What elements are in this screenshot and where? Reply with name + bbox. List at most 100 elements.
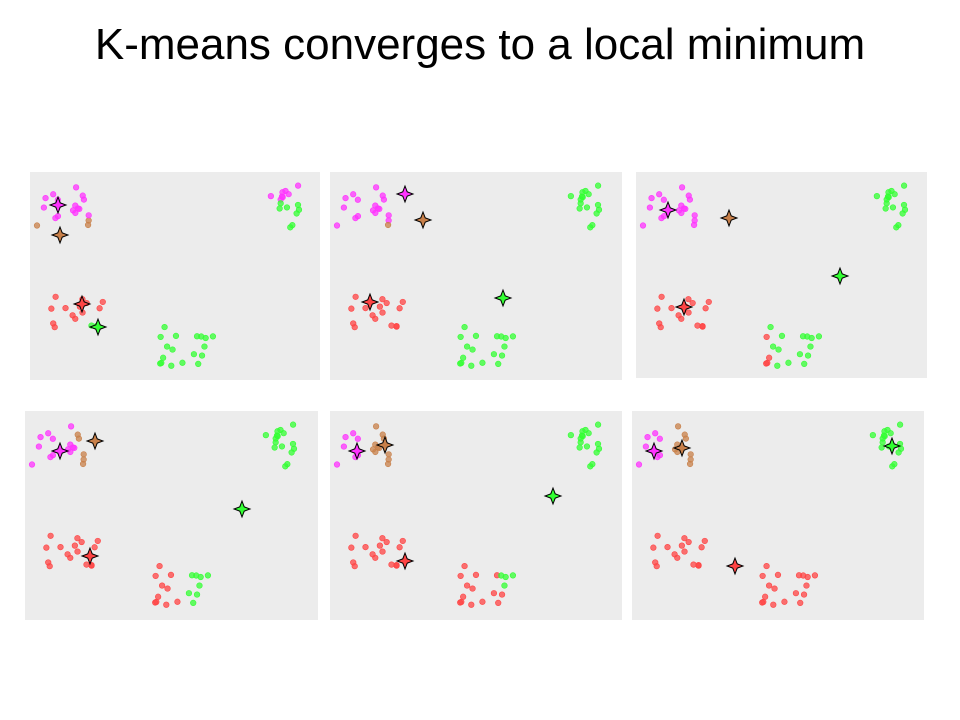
scatter-panel [632, 411, 924, 620]
data-point [285, 191, 292, 198]
data-point [479, 359, 486, 366]
data-point [567, 193, 574, 200]
data-point [52, 293, 59, 300]
centroid [493, 288, 513, 308]
data-point [804, 352, 812, 359]
data-point [685, 309, 692, 316]
data-point [690, 561, 697, 568]
data-point [884, 193, 892, 200]
data-point [293, 210, 300, 217]
data-point [37, 433, 44, 441]
data-point [460, 354, 467, 361]
data-point [461, 562, 468, 570]
data-point [583, 443, 591, 450]
data-point [201, 343, 208, 350]
data-point [681, 548, 688, 555]
data-point [801, 360, 808, 367]
data-point [648, 194, 655, 202]
data-point [379, 296, 386, 303]
data-point [675, 207, 683, 214]
scatter-panel [330, 172, 622, 380]
data-point [883, 200, 890, 207]
data-point [379, 535, 386, 542]
data-point [495, 360, 502, 367]
data-point [678, 542, 685, 549]
data-point [384, 460, 392, 468]
data-point [585, 430, 592, 437]
data-point [50, 191, 57, 198]
data-point [635, 461, 643, 468]
data-point [198, 352, 206, 359]
data-point [91, 544, 98, 551]
data-point [578, 193, 586, 200]
data-point [354, 213, 362, 220]
data-point [803, 582, 810, 589]
data-point [45, 430, 52, 437]
data-point [461, 323, 468, 331]
data-point [340, 443, 347, 450]
data-point [369, 207, 377, 214]
centroid [88, 317, 108, 337]
data-point [99, 298, 106, 306]
data-point [385, 451, 392, 458]
slide-title: K-means converges to a local minimum [94, 20, 866, 69]
data-point [352, 532, 359, 539]
data-point [472, 332, 480, 340]
data-point [878, 444, 885, 451]
data-point [653, 563, 660, 570]
data-point [646, 204, 653, 211]
data-point [333, 461, 341, 468]
data-point [280, 430, 287, 437]
data-point [686, 460, 694, 468]
data-point [393, 562, 400, 569]
data-point [354, 435, 361, 442]
data-point [464, 343, 471, 350]
data-point [587, 224, 594, 231]
data-point [900, 182, 908, 189]
data-point [399, 537, 406, 545]
data-point [168, 362, 175, 369]
data-point [376, 542, 383, 549]
data-point [277, 200, 284, 207]
data-point [74, 548, 81, 555]
data-point [682, 205, 689, 212]
data-point [380, 196, 387, 203]
data-point [660, 213, 668, 220]
data-point [69, 207, 77, 214]
data-point [899, 210, 906, 217]
data-point [278, 193, 286, 200]
data-point [372, 184, 380, 191]
data-point [759, 572, 766, 580]
data-point [479, 598, 486, 605]
scatter-panel [25, 411, 318, 620]
data-point [209, 333, 217, 340]
data-point [770, 601, 777, 608]
data-point [282, 463, 289, 470]
data-point [289, 440, 297, 448]
centroid [719, 208, 739, 228]
data-point [690, 221, 698, 229]
data-point [685, 296, 692, 303]
scatter-panel [30, 172, 320, 380]
data-point [160, 354, 167, 361]
centroid [395, 551, 415, 571]
centroid [80, 546, 100, 566]
data-point [379, 548, 386, 555]
data-point [276, 205, 283, 212]
data-point [880, 432, 888, 439]
data-point [272, 439, 279, 446]
data-point [294, 182, 302, 189]
data-point [815, 333, 823, 340]
data-point [159, 582, 166, 589]
data-point [887, 430, 894, 437]
data-point [278, 443, 286, 450]
data-point [79, 460, 87, 468]
data-point [695, 562, 702, 569]
data-point [594, 421, 602, 428]
data-point [578, 432, 586, 439]
data-point [190, 599, 197, 606]
scatter-panel [636, 172, 927, 378]
data-point [163, 601, 170, 608]
data-point [650, 544, 657, 551]
